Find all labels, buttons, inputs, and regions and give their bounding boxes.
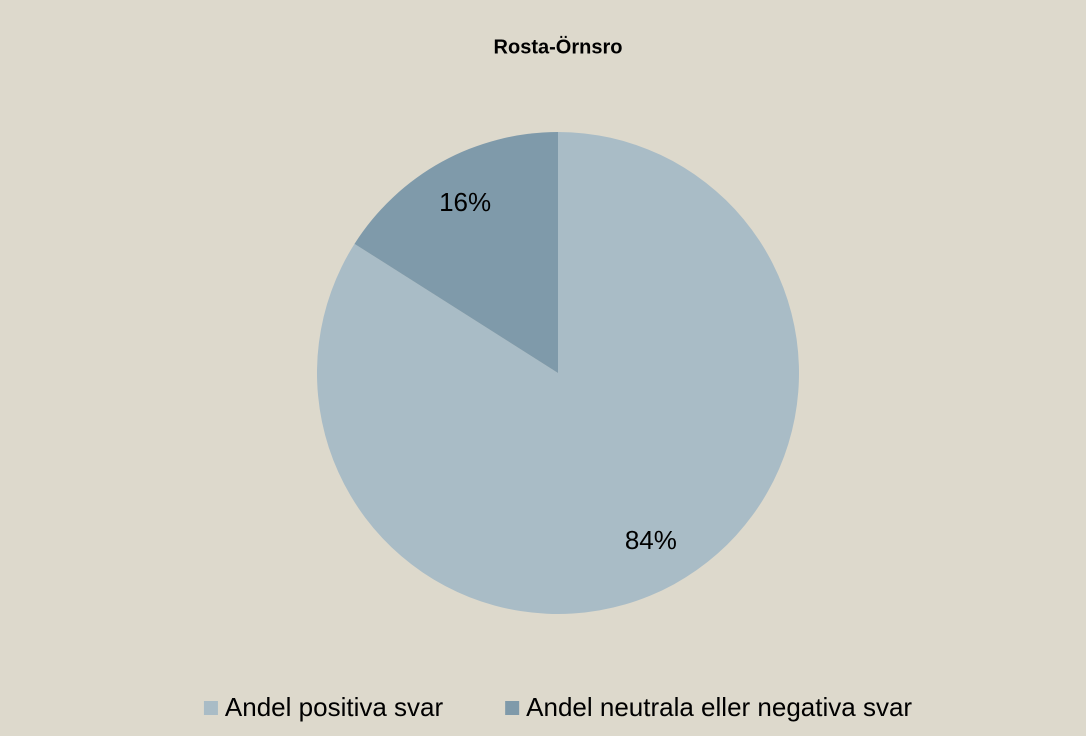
data-label: 84% <box>625 525 677 555</box>
legend-label: Andel neutrala eller negativa svar <box>526 692 912 722</box>
chart-title: Rosta-Örnsro <box>494 35 623 58</box>
pie-slice <box>354 132 558 373</box>
data-label: 16% <box>439 187 491 217</box>
legend-swatch <box>203 701 218 715</box>
pie-slice <box>317 132 800 614</box>
legend-label: Andel positiva svar <box>225 692 444 722</box>
legend-swatch <box>505 701 520 715</box>
